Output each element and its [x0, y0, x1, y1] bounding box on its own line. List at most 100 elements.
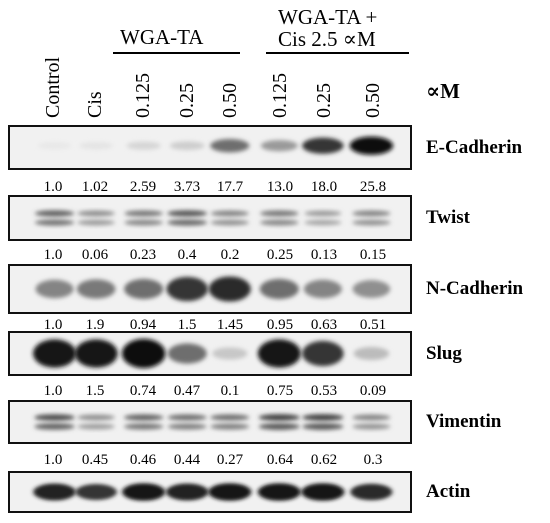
- quantification-value: 0.13: [310, 247, 338, 263]
- blot-band: [352, 414, 391, 421]
- quantification-value: 2.59: [129, 179, 157, 195]
- quantification-value: 1.0: [43, 383, 63, 399]
- blot-panel: [8, 400, 412, 444]
- blot-band: [259, 278, 299, 300]
- quantification-value: 1.9: [85, 317, 105, 333]
- quantification-value: 0.2: [220, 247, 240, 263]
- blot-band: [167, 219, 208, 226]
- lane-label: 0.50: [362, 83, 384, 118]
- blot-panel: [8, 471, 412, 513]
- blot-band: [257, 339, 301, 368]
- quantification-value: 1.0: [43, 179, 63, 195]
- combo-group-label-line2: Cis 2.5 ∝M: [278, 27, 376, 51]
- quantification-value: 0.4: [177, 247, 197, 263]
- blot-band: [77, 414, 115, 421]
- blot-band: [352, 280, 391, 298]
- quantification-value: 1.45: [216, 317, 244, 333]
- blot-band: [33, 339, 77, 368]
- blot-band: [169, 141, 205, 150]
- blot-panel: [8, 331, 412, 376]
- blot-band: [124, 219, 163, 226]
- blot-band: [303, 279, 342, 299]
- quantification-value: 0.46: [129, 452, 157, 468]
- quantification-value: 18.0: [310, 179, 338, 195]
- quantification-value: 0.63: [310, 317, 338, 333]
- blot-band: [77, 423, 115, 430]
- blot-band: [77, 219, 115, 226]
- blot-band: [167, 423, 207, 430]
- blot-band: [302, 423, 344, 430]
- quantification-value: 0.44: [173, 452, 201, 468]
- combo-group-label-line1: WGA-TA +: [278, 5, 378, 29]
- combo-group-line: [266, 52, 409, 54]
- quantification-value: 0.06: [81, 247, 109, 263]
- blot-band: [37, 142, 72, 150]
- quantification-row: 1.0 1.5 0.74 0.47 0.1 0.75 0.53 0.09: [8, 382, 412, 400]
- blot-band: [35, 279, 74, 299]
- lane-label: 0.50: [219, 83, 241, 118]
- quantification-value: 0.62: [310, 452, 338, 468]
- quantification-value: 0.23: [129, 247, 157, 263]
- wga-ta-group-line: [113, 52, 240, 54]
- lane-label: Cis: [84, 91, 106, 118]
- quantification-value: 0.74: [129, 383, 157, 399]
- quantification-value: 13.0: [266, 179, 294, 195]
- blot-band: [208, 483, 252, 501]
- quantification-value: 0.27: [216, 452, 244, 468]
- blot-band: [165, 483, 209, 501]
- quantification-value: 0.94: [129, 317, 157, 333]
- blot-band: [33, 483, 76, 501]
- quantification-value: 17.7: [216, 179, 244, 195]
- blot-band: [74, 339, 118, 368]
- blot-band: [208, 276, 251, 302]
- blot-band: [126, 141, 161, 150]
- protein-label: Slug: [426, 342, 462, 364]
- blot-band: [258, 423, 300, 430]
- blot-panel: [8, 195, 412, 241]
- quantification-value: 1.0: [43, 452, 63, 468]
- quantification-value: 0.95: [266, 317, 294, 333]
- blot-band: [167, 343, 207, 364]
- quantification-value: 0.64: [266, 452, 294, 468]
- blot-band: [257, 483, 301, 501]
- blot-band: [210, 414, 250, 421]
- quantification-value: 25.8: [359, 179, 387, 195]
- concentration-unit-label: ∝M: [426, 79, 460, 103]
- blot-band: [260, 140, 298, 152]
- blot-band: [34, 423, 75, 430]
- blot-band: [302, 137, 344, 154]
- quantification-value: 1.5: [177, 317, 197, 333]
- blot-band: [76, 279, 116, 299]
- blot-band: [260, 210, 299, 217]
- quantification-value: 0.45: [81, 452, 109, 468]
- blot-band: [75, 484, 117, 500]
- quantification-value: 0.75: [266, 383, 294, 399]
- quantification-row: 1.0 1.9 0.94 1.5 1.45 0.95 0.63 0.51: [8, 316, 412, 334]
- blot-band: [124, 278, 164, 300]
- blot-band: [210, 423, 250, 430]
- blot-band: [210, 219, 249, 226]
- blot-band: [122, 483, 166, 501]
- protein-label: Twist: [426, 207, 470, 228]
- blot-band: [123, 423, 164, 430]
- blot-band: [350, 483, 393, 501]
- blot-band: [304, 219, 342, 226]
- blot-band: [34, 414, 75, 421]
- blot-band: [260, 219, 299, 226]
- blot-band: [352, 210, 391, 217]
- blot-band: [210, 139, 250, 153]
- quantification-value: 1.0: [43, 317, 63, 333]
- protein-label: E-Cadherin: [426, 136, 523, 158]
- blot-band: [302, 414, 344, 421]
- quantification-value: 0.47: [173, 383, 201, 399]
- blot-band: [166, 276, 209, 302]
- quantification-row: 1.0 0.45 0.46 0.44 0.27 0.64 0.62 0.3: [8, 451, 412, 469]
- quantification-value: 0.51: [359, 317, 387, 333]
- quantification-value: 0.15: [359, 247, 387, 263]
- quantification-row: 1.0 1.02 2.59 3.73 17.7 13.0 18.0 25.8: [8, 178, 412, 196]
- protein-label: Actin: [426, 481, 471, 502]
- blot-band: [121, 338, 166, 369]
- wga-ta-group-label: WGA-TA: [120, 25, 204, 49]
- quantification-value: 0.25: [266, 247, 294, 263]
